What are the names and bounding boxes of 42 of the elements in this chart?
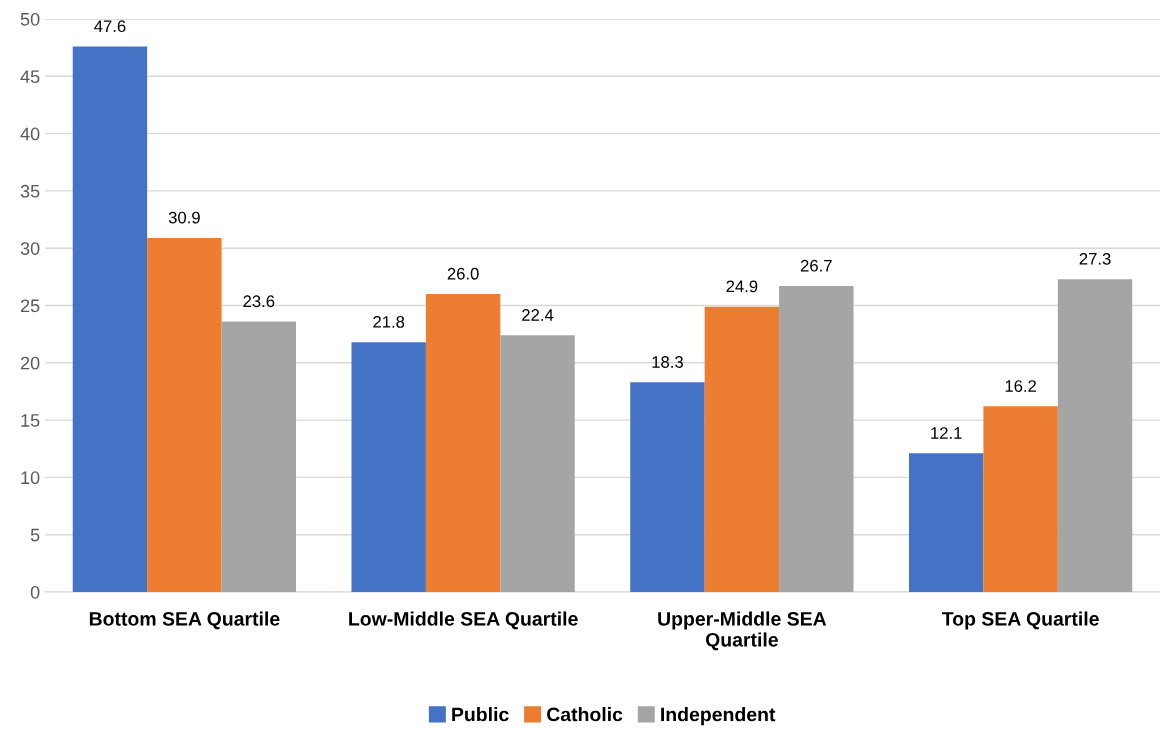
data-label: 18.3 [652,356,683,368]
y-tick-label: 40 [20,127,40,141]
bar [425,294,501,592]
x-tick-label: Upper-Middle SEA Quartile [658,611,827,651]
y-tick-label: 10 [21,471,40,485]
bar [983,406,1058,592]
data-label: 12.1 [931,427,962,439]
data-label: 23.6 [243,295,275,308]
y-tick-label: 25 [20,299,40,313]
bar [1057,279,1133,592]
y-tick-label: 50 [20,12,40,26]
y-tick-label: 35 [20,184,40,198]
bar [72,46,148,592]
y-tick-label: 30 [20,242,40,255]
x-tick-label: Top SEA Quartile [941,611,1099,630]
bar [704,306,780,592]
bar [221,321,297,592]
bar [779,286,854,592]
x-tick-label: Low-Middle SEA Quartile [349,611,578,630]
data-label: 21.8 [373,315,405,328]
bar [351,342,426,592]
x-tick-label: Bottom SEA Quartile [89,611,280,630]
data-label: 24.9 [726,280,758,293]
y-tick-label: 15 [21,414,40,427]
data-label: 16.2 [1005,380,1037,392]
bar [630,382,705,592]
data-label: 30.9 [168,211,200,224]
legend-label: Public [452,707,509,722]
data-label: 47.6 [94,20,126,33]
data-label: 22.4 [522,309,554,321]
legend-label: Catholic [547,707,623,722]
bar [147,237,222,592]
y-tick-label: 5 [30,528,40,542]
bar [500,335,575,592]
data-label: 26.0 [447,267,479,280]
data-label: 27.3 [1079,252,1111,265]
bar [908,453,984,592]
y-tick-label: 20 [20,356,40,370]
y-tick-label: 0 [30,585,40,599]
data-label: 26.7 [800,259,832,272]
y-tick-label: 45 [20,70,40,84]
legend-label: Independent [661,707,776,726]
